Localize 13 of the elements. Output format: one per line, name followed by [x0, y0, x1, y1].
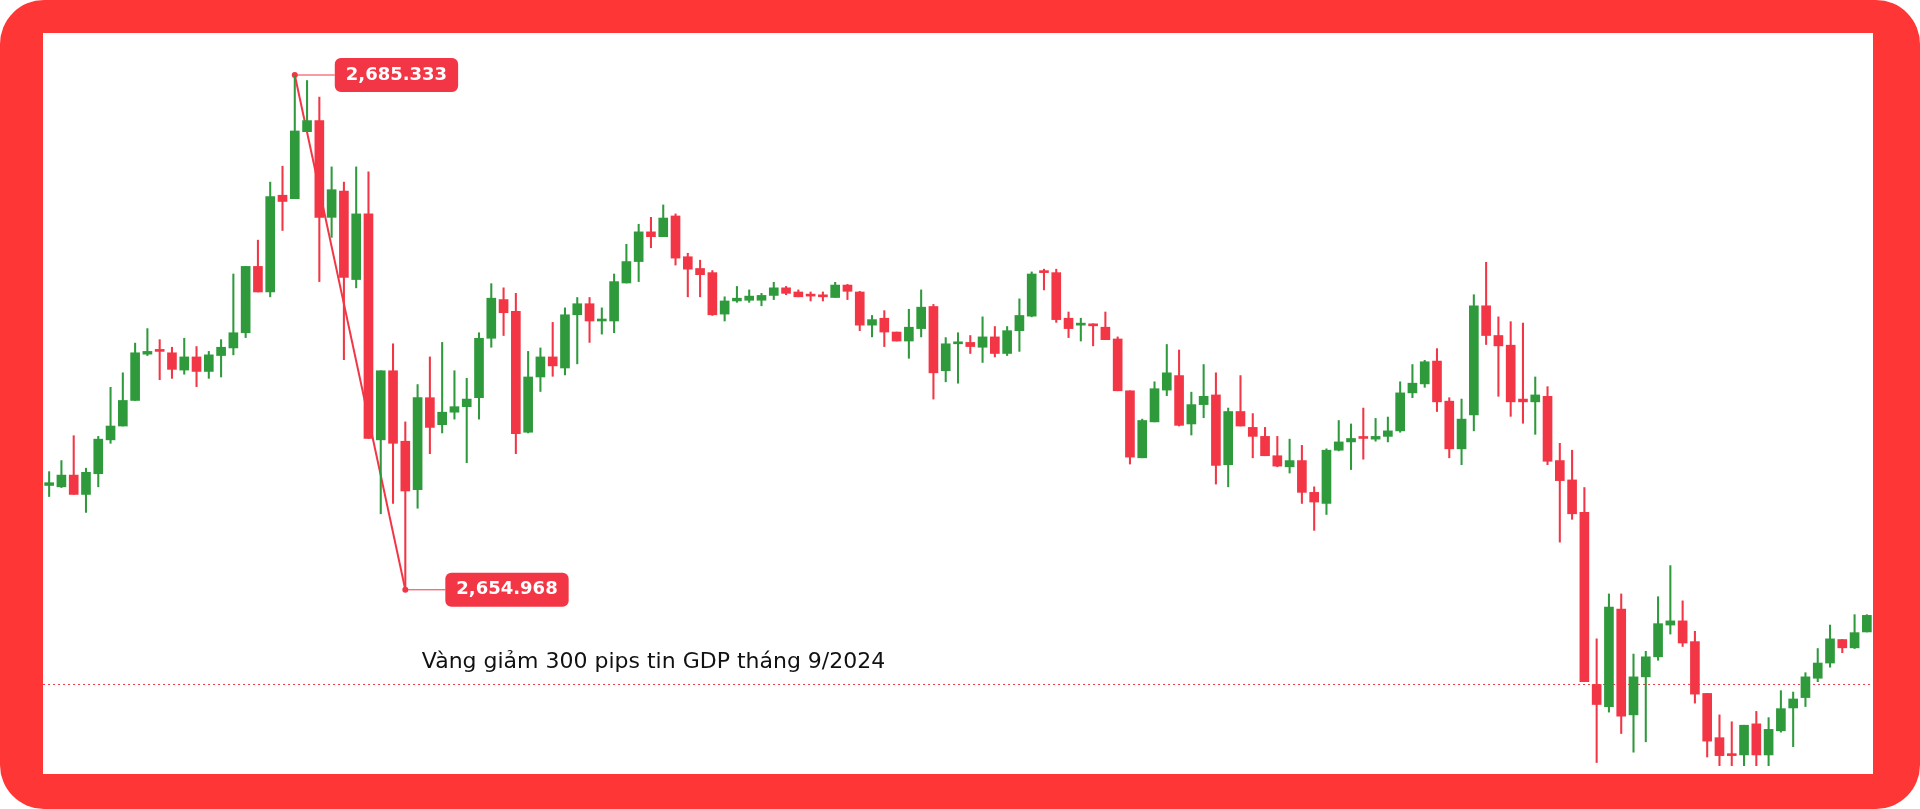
- candlestick: [953, 332, 963, 384]
- candlestick: [154, 339, 165, 381]
- candlestick: [1714, 714, 1725, 766]
- candlestick: [1358, 407, 1369, 460]
- candlestick: [1518, 322, 1528, 424]
- candlestick: [1628, 653, 1639, 753]
- annotation: 2,685.333: [345, 62, 448, 84]
- candlestick: [191, 346, 202, 387]
- candlestick: [277, 165, 288, 231]
- candlestick: [1235, 375, 1246, 427]
- annotation: Vàng giảm 300 pips tin GDP tháng 9/2024: [421, 648, 886, 674]
- annotation: 2,654.968: [456, 577, 558, 599]
- candlestick: [1726, 721, 1737, 766]
